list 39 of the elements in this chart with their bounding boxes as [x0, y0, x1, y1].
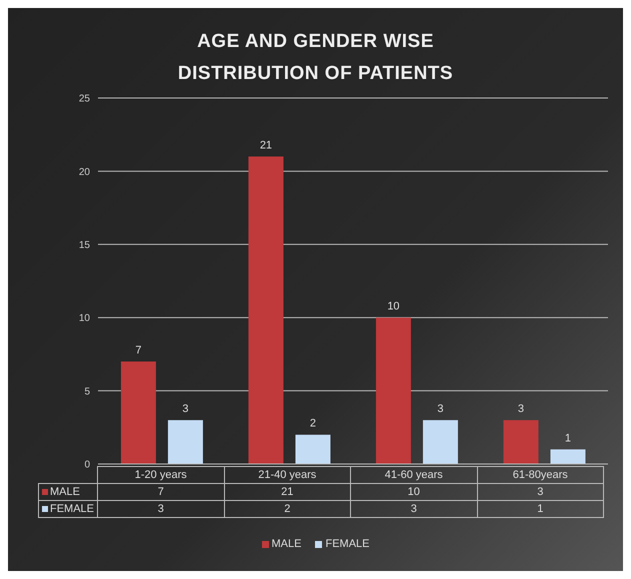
- bar: [168, 420, 203, 464]
- data-label: 1: [564, 432, 572, 444]
- data-label: 3: [182, 403, 189, 416]
- category-label: 41-60 years: [350, 466, 478, 484]
- y-tick-label: 25: [78, 94, 90, 105]
- data-label: 3: [350, 500, 478, 518]
- data-label: 1: [477, 500, 604, 518]
- data-label: 7: [98, 484, 224, 500]
- chart-title: AGE AND GENDER WISE DISTRIBUTION OF PATIENTS: [176, 30, 454, 86]
- data-label: 7: [135, 344, 142, 357]
- bar: [422, 420, 458, 464]
- data-label: 21: [224, 484, 351, 500]
- data-label: 3: [437, 403, 444, 416]
- bar: [295, 434, 330, 464]
- data-label: 2: [224, 500, 351, 518]
- legend-label: MALE: [270, 538, 302, 550]
- y-tick-label: 0: [84, 460, 90, 471]
- y-tick-label: 5: [84, 386, 90, 398]
- data-label: 2: [310, 418, 316, 430]
- bar: [503, 420, 538, 464]
- legend-label: FEMALE: [38, 500, 98, 518]
- data-label: 21: [260, 140, 272, 152]
- category-label: 1-20 years: [98, 466, 224, 484]
- data-label: 3: [518, 403, 524, 416]
- bar: [550, 449, 586, 464]
- legend-label: FEMALE: [324, 538, 370, 550]
- data-label: 10: [387, 300, 400, 313]
- data-label: 10: [350, 484, 478, 500]
- bar: [120, 362, 156, 464]
- legend-label: MALE: [38, 484, 98, 500]
- data-label: 3: [98, 500, 224, 518]
- y-tick-label: 20: [78, 166, 90, 178]
- bar: [248, 156, 284, 464]
- category-label: 61-80years: [477, 466, 604, 484]
- data-label: 3: [477, 484, 604, 500]
- y-tick-label: 10: [78, 313, 90, 324]
- bar: [376, 318, 411, 464]
- category-label: 21-40 years: [224, 466, 351, 484]
- y-tick-label: 15: [78, 240, 90, 251]
